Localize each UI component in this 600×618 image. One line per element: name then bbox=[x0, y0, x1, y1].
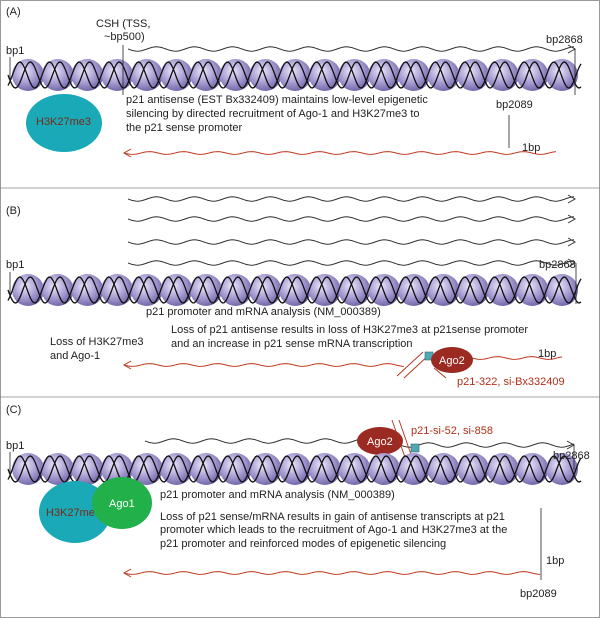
dna-strand bbox=[7, 61, 582, 89]
panel-b-chromatin bbox=[7, 274, 582, 306]
transcript-strand bbox=[127, 260, 575, 266]
transcript-strand bbox=[144, 438, 362, 444]
panel-c-bp2089: bp2089 bbox=[520, 588, 557, 600]
panel-b-cut-line-1 bbox=[396, 351, 424, 377]
panel-b-ago2-blob bbox=[431, 347, 473, 373]
panel-b-wave-1 bbox=[127, 194, 577, 204]
panel-c-bp1: bp1 bbox=[6, 440, 24, 452]
panel-a-1bp: 1bp bbox=[522, 142, 540, 154]
dna-strand bbox=[7, 455, 582, 483]
panel-c-sirna-label: p21-si-52, si-858 bbox=[411, 425, 493, 437]
panel-c-ago1-blob bbox=[92, 477, 152, 529]
transcript-strand bbox=[127, 46, 575, 52]
panel-b-ago2-label: Ago2 bbox=[439, 355, 465, 367]
transcript-strand bbox=[127, 196, 575, 202]
panel-a-desc-2: silencing by directed recruitment of Ago… bbox=[126, 108, 420, 120]
dna-strand bbox=[7, 276, 582, 304]
panel-c: (C) Ago2 p21-si-52, si-858 bp1 bp2868 H3… bbox=[6, 404, 590, 600]
panel-c-1bp: 1bp bbox=[546, 555, 564, 567]
panel-a-h3k27me3-blob bbox=[26, 94, 102, 152]
panel-c-desc-2: promoter which leads to the recruitment … bbox=[160, 524, 507, 536]
panel-a-desc-1: p21 antisense (EST Bx332409) maintains l… bbox=[126, 94, 428, 106]
panel-b-wave-4 bbox=[127, 258, 577, 268]
panel-c-desc-1: Loss of p21 sense/mRNA results in gain o… bbox=[160, 511, 505, 523]
panel-b-antisense-rna-left bbox=[122, 360, 405, 370]
panel-b-wave-2 bbox=[127, 214, 577, 224]
panel-b-label: (B) bbox=[6, 205, 21, 217]
panel-b-loss-1: Loss of H3K27me3 bbox=[50, 336, 144, 348]
panel-a-desc-3: the p21 sense promoter bbox=[126, 122, 243, 134]
panel-b-bp2868: bp2868 bbox=[539, 259, 576, 271]
panel-c-sirna-square bbox=[410, 443, 420, 453]
strand-arrowhead bbox=[567, 194, 577, 204]
panel-b-sirna-label: p21-322, si-Bx332409 bbox=[457, 376, 565, 388]
strand-arrowhead bbox=[567, 237, 577, 247]
panel-b: (B) bp1 bp2868 p21 promoter and mRNA ana… bbox=[6, 194, 582, 388]
panel-a-chromatin bbox=[7, 59, 582, 91]
panel-c-wave-right bbox=[399, 440, 576, 450]
rna-arrowhead bbox=[122, 360, 132, 370]
dna-strand bbox=[7, 61, 582, 89]
strand-arrowhead bbox=[567, 44, 577, 54]
panel-a-wave-top bbox=[127, 44, 577, 54]
panel-b-desc-1: Loss of p21 antisense results in loss of… bbox=[171, 324, 528, 336]
rna-arrowhead bbox=[122, 148, 132, 158]
panel-b-wave-3 bbox=[127, 237, 577, 247]
dna-strand bbox=[7, 455, 582, 483]
panel-a-label: (A) bbox=[6, 6, 21, 18]
panel-c-desc-3: p21 promoter and reinforced modes of epi… bbox=[160, 538, 446, 550]
panel-a-bp2868: bp2868 bbox=[546, 34, 583, 46]
rna-strand bbox=[123, 151, 557, 155]
panel-b-loss-2: and Ago-1 bbox=[50, 350, 100, 362]
dna-strand bbox=[7, 276, 582, 304]
rna-arrowhead bbox=[122, 568, 132, 578]
panel-c-ago2-blob bbox=[357, 427, 403, 455]
panel-a-antisense-rna bbox=[122, 148, 557, 158]
panel-a-bp2089: bp2089 bbox=[496, 99, 533, 111]
panel-b-1bp: 1bp bbox=[538, 348, 556, 360]
rna-strand bbox=[123, 363, 405, 367]
transcript-strand bbox=[399, 442, 575, 448]
panel-a-csh-line1: CSH (TSS, bbox=[96, 18, 150, 30]
panel-a-h3k27me3-label: H3K27me3 bbox=[36, 116, 91, 128]
panel-c-ago2-label: Ago2 bbox=[367, 436, 393, 448]
panel-b-bp1: bp1 bbox=[6, 259, 24, 271]
panel-c-label: (C) bbox=[6, 404, 21, 416]
panel-c-h3k27me3-label: H3K27me3 bbox=[46, 507, 101, 519]
panel-a-csh-line2: ~bp500) bbox=[104, 31, 145, 43]
panel-b-desc-2: and an increase in p21 sense mRNA transc… bbox=[171, 338, 413, 350]
panel-b-ago2-leader bbox=[433, 367, 447, 379]
transcript-strand bbox=[127, 216, 575, 222]
panel-c-promoter: p21 promoter and mRNA analysis (NM_00038… bbox=[160, 489, 395, 501]
panel-c-antisense-rna bbox=[122, 568, 541, 578]
transcript-strand bbox=[127, 239, 575, 245]
panel-c-wave-left bbox=[144, 438, 362, 444]
panel-a: (A) bp1 CSH (TSS, ~bp500) bp2868 H3K27me… bbox=[6, 6, 583, 158]
strand-arrowhead bbox=[567, 258, 577, 268]
panel-c-ago1-label: Ago1 bbox=[109, 498, 135, 510]
strand-arrowhead bbox=[567, 214, 577, 224]
panel-b-promoter: p21 promoter and mRNA analysis (NM_00038… bbox=[146, 306, 381, 318]
panel-c-chromatin bbox=[7, 453, 582, 485]
rna-strand bbox=[123, 571, 541, 575]
panel-c-bp2868: bp2868 bbox=[553, 450, 590, 462]
panel-a-bp1: bp1 bbox=[6, 45, 24, 57]
